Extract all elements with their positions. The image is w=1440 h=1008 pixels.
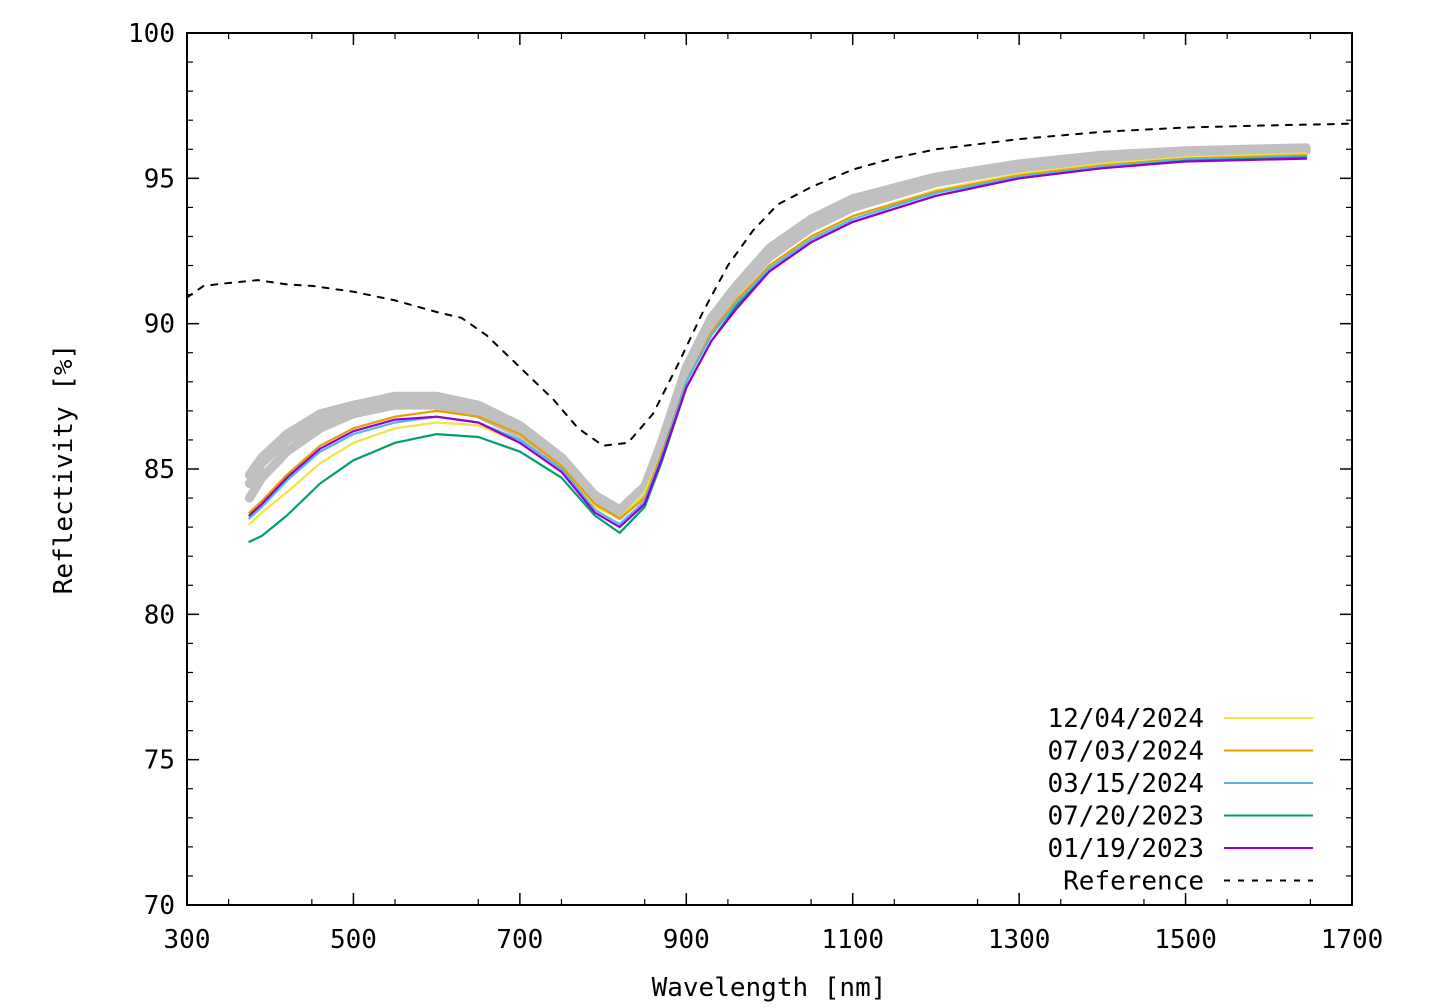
legend-label: 07/20/2023 [1047, 802, 1204, 832]
tick-layer: 300 500 700 900 1100 1300 1500 1700 70 75 80 85 90 95… [128, 19, 1383, 955]
legend-label: 03/15/2024 [1047, 769, 1204, 799]
y-tick-label: 75 [144, 746, 175, 776]
series-line-reference [186, 122, 1353, 447]
series-line-01-19-2023 [248, 157, 1308, 529]
x-axis-title: Wavelength [nm] [652, 973, 887, 1003]
y-tick-label: 95 [144, 164, 175, 194]
legend-label: 01/19/2023 [1047, 834, 1204, 864]
series-layer [186, 122, 1353, 543]
y-tick-label: 85 [144, 455, 175, 485]
legend-label: 12/04/2024 [1047, 704, 1204, 734]
x-tick-label: 500 [330, 925, 377, 955]
x-tick-label: 1700 [1321, 925, 1384, 955]
background-series-line [244, 143, 1311, 515]
x-tick-label: 1300 [988, 925, 1051, 955]
legend-label: Reference [1063, 867, 1204, 897]
x-tick-label: 1100 [821, 925, 884, 955]
plot-background [187, 33, 1352, 905]
y-axis-title: Reflectivity [%] [49, 344, 79, 594]
series-line-12-04-2024 [248, 152, 1308, 526]
y-tick-label: 70 [144, 891, 175, 921]
x-tick-label: 300 [164, 925, 211, 955]
legend-label: 07/03/2024 [1047, 737, 1204, 767]
y-tick-label: 80 [144, 600, 175, 630]
y-tick-label: 90 [144, 310, 175, 340]
legend: 12/04/202407/03/202403/15/202407/20/2023… [1047, 704, 1313, 897]
y-tick-label: 100 [128, 19, 175, 49]
x-tick-label: 900 [663, 925, 710, 955]
x-tick-label: 1500 [1154, 925, 1217, 955]
x-tick-label: 700 [496, 925, 543, 955]
